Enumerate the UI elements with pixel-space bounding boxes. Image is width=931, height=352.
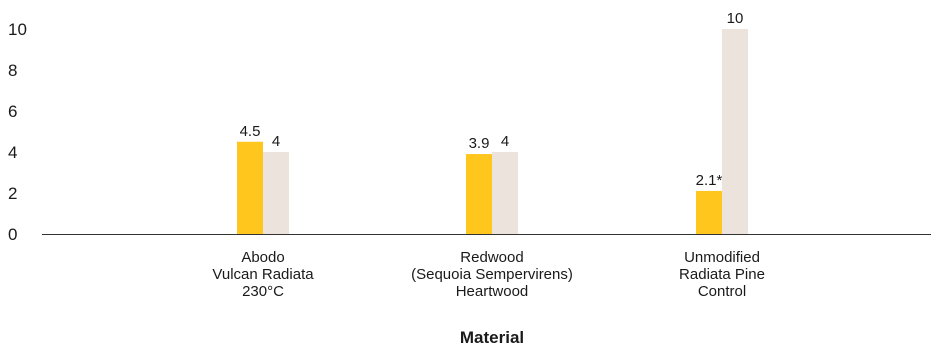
data-label: 3.9: [469, 135, 490, 152]
category-labels: Abodo Vulcan Radiata 230°C Redwood (Sequoia …: [212, 249, 765, 300]
bar-series-2: [492, 152, 518, 234]
bar-series-1: [466, 154, 492, 234]
y-tick-label: 0: [8, 225, 17, 244]
y-axis-ticks: 0 2 4 6 8 10: [8, 20, 27, 244]
y-tick-label: 8: [8, 61, 17, 80]
category-label: Abodo Vulcan Radiata 230°C: [212, 249, 314, 300]
x-axis-title: Material: [460, 328, 524, 347]
category-label: Redwood (Sequoia Sempervirens) Heartwood: [411, 249, 573, 300]
data-label: 4: [272, 133, 280, 150]
data-label: 10: [727, 10, 744, 27]
data-label: 2.1*: [696, 172, 723, 189]
bar-series-1: [696, 190, 722, 234]
data-label: 4: [501, 133, 509, 150]
y-tick-label: 10: [8, 20, 27, 39]
y-tick-label: 4: [8, 143, 17, 162]
y-tick-label: 6: [8, 102, 17, 121]
bar-series-2: [722, 29, 748, 234]
bar-series-1: [237, 141, 263, 234]
data-label: 4.5: [240, 123, 261, 140]
y-tick-label: 2: [8, 184, 17, 203]
category-label: Unmodified Radiata Pine Control: [679, 249, 765, 300]
bar-marks: 4.5 3.9 2.1* 4 4 10: [237, 10, 748, 234]
bar-series-2: [263, 152, 289, 234]
